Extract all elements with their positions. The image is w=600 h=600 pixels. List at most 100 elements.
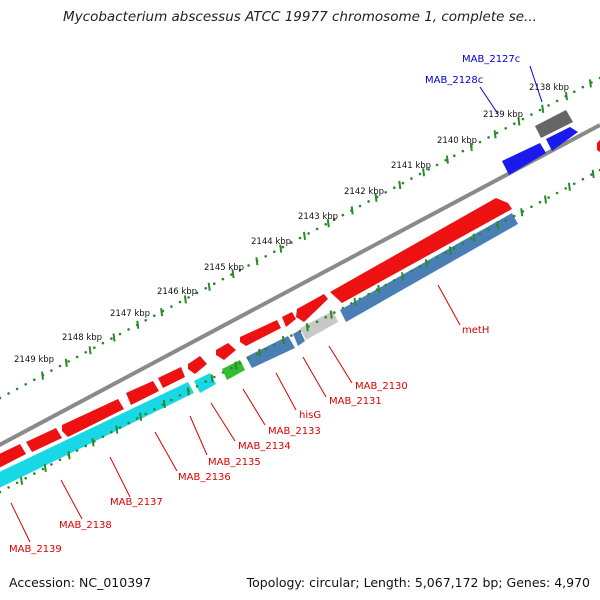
scale-dot xyxy=(333,311,336,314)
scale-dot xyxy=(50,463,53,466)
gene-MAB_2136[interactable] xyxy=(158,367,185,388)
scale-dot xyxy=(230,366,233,370)
kbp-label: 2148 kbp xyxy=(62,333,102,343)
scale-dot xyxy=(435,256,439,259)
scale-dot xyxy=(127,421,130,425)
gene-pseudo-light[interactable] xyxy=(300,311,338,340)
scale-dot xyxy=(573,90,576,93)
scale-tick xyxy=(326,219,330,228)
label-MAB_2135[interactable]: MAB_2135 xyxy=(208,457,261,468)
scale-dot xyxy=(230,273,233,276)
scale-dot xyxy=(221,277,225,281)
scale-dot xyxy=(367,200,370,203)
scale-dot xyxy=(538,200,542,204)
scale-dot xyxy=(170,398,173,402)
scale-tick xyxy=(445,155,449,164)
scale-dot xyxy=(581,85,585,89)
gene-MAB_2138[interactable] xyxy=(62,399,124,437)
label-MAB_2136[interactable]: MAB_2136 xyxy=(178,472,231,483)
gene-cyan-long[interactable] xyxy=(0,382,194,490)
scale-dot xyxy=(178,394,182,397)
label-MAB_2134[interactable]: MAB_2134 xyxy=(238,441,291,452)
scale-dot xyxy=(178,300,182,304)
gene-rna-green[interactable] xyxy=(222,360,245,380)
label-MAB_2133[interactable]: MAB_2133 xyxy=(268,426,321,437)
label-hisG[interactable]: hisG xyxy=(299,410,321,421)
scale-dot xyxy=(547,104,550,107)
label-MAB_2139[interactable]: MAB_2139 xyxy=(9,544,62,555)
scale-dot xyxy=(24,383,28,386)
scale-dot xyxy=(247,264,250,267)
scale-dot xyxy=(461,149,465,153)
gene-MAB_2128c[interactable] xyxy=(546,127,578,151)
leader-MAB_2133 xyxy=(242,388,266,426)
kbp-labels: 2138 kbp 2139 kbp 2140 kbp 2141 kbp 2142 kbp… xyxy=(14,83,569,365)
scale-dot xyxy=(221,371,225,374)
label-MAB_2128c[interactable]: MAB_2128c xyxy=(425,75,483,86)
kbp-label: 2144 kbp xyxy=(251,237,291,247)
scale-dot xyxy=(281,245,285,249)
leader-MAB_2135 xyxy=(189,415,208,456)
kbp-label: 2143 kbp xyxy=(298,212,338,222)
gene-labels: MAB_2127c MAB_2128c metH MAB_2130 MAB_21… xyxy=(9,54,520,555)
leader-MAB_2127c xyxy=(529,65,543,103)
scale-dot xyxy=(393,279,396,282)
label-MAB_2130[interactable]: MAB_2130 xyxy=(355,381,408,392)
scale-tick xyxy=(350,206,354,215)
gene-MAB_2127c[interactable] xyxy=(535,110,573,138)
scale-tick xyxy=(258,348,262,358)
scale-dot xyxy=(273,343,276,347)
scale-dot xyxy=(238,361,242,365)
label-MAB_2138[interactable]: MAB_2138 xyxy=(59,520,112,531)
gene-MAB_2135[interactable] xyxy=(188,356,207,374)
gene-MAB_2131[interactable] xyxy=(282,312,296,327)
scale-dot xyxy=(144,412,147,416)
scale-tick xyxy=(88,346,92,355)
scale-tick xyxy=(282,335,285,345)
scale-dot xyxy=(427,168,430,171)
scale-dot xyxy=(581,177,585,181)
scale-dot xyxy=(478,140,482,144)
scale-tick xyxy=(207,282,211,291)
scale-dot xyxy=(315,227,319,231)
scale-tick xyxy=(210,374,214,383)
gene-upper-blue-2[interactable] xyxy=(502,143,546,175)
scale-tick xyxy=(160,307,164,317)
scale-dot xyxy=(153,314,156,318)
scale-tick xyxy=(183,295,187,304)
gene-cyan-short[interactable] xyxy=(194,373,216,393)
gene-MAB_2134[interactable] xyxy=(216,343,236,360)
scale-dot xyxy=(15,387,19,391)
scale-tick xyxy=(422,168,426,177)
scale-dot xyxy=(84,444,87,448)
gene-reverse-short[interactable] xyxy=(246,336,295,368)
gene-reverse-mid[interactable] xyxy=(293,330,305,346)
gene-metH[interactable] xyxy=(330,198,512,303)
scale-dot xyxy=(564,187,567,190)
gene-reverse-long[interactable] xyxy=(340,213,518,322)
gene-right-edge[interactable] xyxy=(597,140,600,152)
scale-tick xyxy=(139,412,143,421)
scale-tick xyxy=(20,476,23,485)
scale-dot xyxy=(290,241,293,244)
scale-tick xyxy=(303,231,306,241)
label-metH[interactable]: metH xyxy=(462,325,489,336)
label-MAB_2127c[interactable]: MAB_2127c xyxy=(462,54,520,65)
gene-MAB_2137[interactable] xyxy=(126,381,159,405)
scale-dot xyxy=(418,172,422,176)
scale-dot xyxy=(204,287,207,290)
scale-tick xyxy=(544,195,547,204)
gene-MAB_2130[interactable] xyxy=(296,294,328,322)
label-MAB_2137[interactable]: MAB_2137 xyxy=(110,497,163,508)
gene-MAB_2139[interactable] xyxy=(26,428,62,452)
scale-tick xyxy=(567,182,571,191)
kbp-label: 2142 kbp xyxy=(344,187,384,197)
label-MAB_2131[interactable]: MAB_2131 xyxy=(329,396,382,407)
gene-left-edge[interactable] xyxy=(0,444,26,470)
scale-tick xyxy=(374,193,378,202)
gene-hisG[interactable] xyxy=(240,320,281,346)
scale-tick xyxy=(353,297,357,306)
scale-tick xyxy=(591,169,595,179)
scale-dot xyxy=(453,246,456,250)
